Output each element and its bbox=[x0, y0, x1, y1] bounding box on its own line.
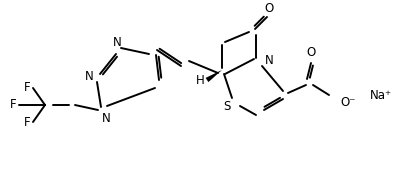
Text: N: N bbox=[112, 35, 121, 48]
Text: S: S bbox=[223, 101, 230, 113]
Text: N: N bbox=[85, 71, 93, 84]
Text: O: O bbox=[264, 2, 273, 15]
Text: O: O bbox=[306, 47, 315, 60]
Text: N: N bbox=[101, 112, 110, 125]
Text: Na⁺: Na⁺ bbox=[369, 89, 391, 102]
Text: O⁻: O⁻ bbox=[339, 97, 354, 110]
Text: F: F bbox=[10, 98, 16, 112]
Polygon shape bbox=[205, 70, 221, 82]
Text: F: F bbox=[24, 81, 30, 94]
Text: F: F bbox=[24, 116, 30, 129]
Text: N: N bbox=[264, 54, 273, 67]
Text: H: H bbox=[195, 75, 204, 88]
